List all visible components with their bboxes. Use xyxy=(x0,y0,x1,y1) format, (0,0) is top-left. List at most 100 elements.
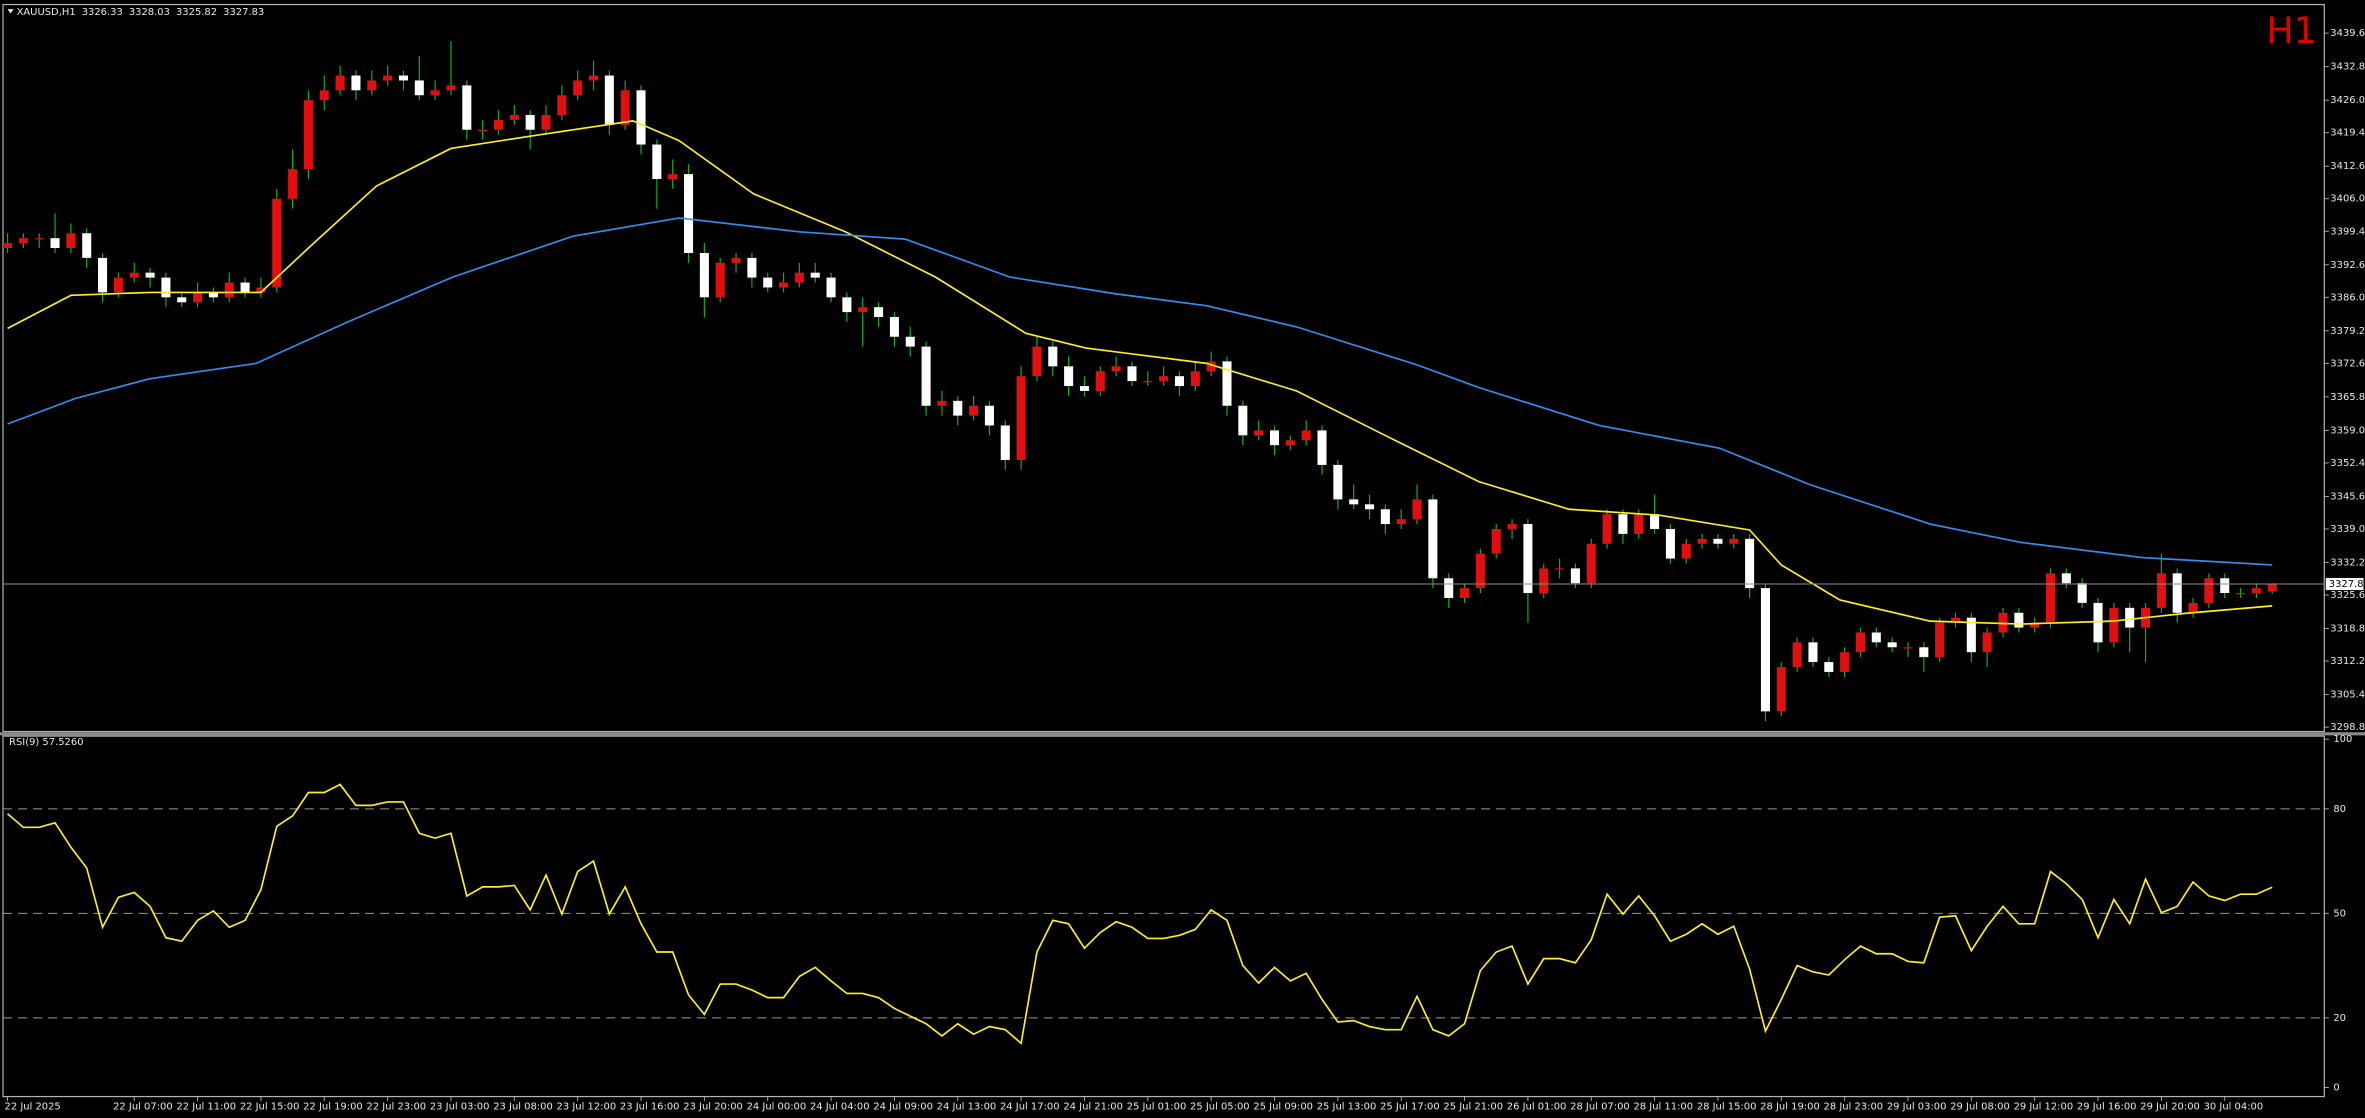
candle-body xyxy=(1507,524,1517,529)
candle-body xyxy=(1238,405,1248,436)
y-tick-label: 3399.40 xyxy=(2330,226,2365,237)
x-tick-label: 25 Jul 09:00 xyxy=(1253,1101,1313,1112)
x-tick-label: 24 Jul 13:00 xyxy=(937,1101,997,1112)
x-tick-label: 25 Jul 17:00 xyxy=(1380,1101,1440,1112)
candle-body xyxy=(398,75,408,81)
x-tick-label: 24 Jul 17:00 xyxy=(1000,1101,1060,1112)
rsi-tick-label: 80 xyxy=(2333,804,2346,815)
candle-body xyxy=(2030,622,2040,628)
candle-body xyxy=(921,346,931,406)
x-tick-label: 28 Jul 15:00 xyxy=(1697,1101,1757,1112)
candle-body xyxy=(1539,568,1549,594)
candle-body xyxy=(668,174,678,180)
y-tick-label: 3412.60 xyxy=(2330,161,2365,172)
candle-body xyxy=(557,95,567,115)
candle-body xyxy=(145,272,155,278)
candle-body xyxy=(1871,632,1881,643)
candle-body xyxy=(1903,647,1913,649)
candle-body xyxy=(2014,612,2024,628)
x-tick-label: 26 Jul 01:00 xyxy=(1507,1101,1567,1112)
candle-body xyxy=(1665,528,1675,559)
x-tick-label: 23 Jul 20:00 xyxy=(683,1101,743,1112)
x-tick-label: 29 Jul 03:00 xyxy=(1887,1101,1947,1112)
candle-body xyxy=(2077,583,2087,603)
candle-body xyxy=(1840,652,1850,672)
x-tick-label: 29 Jul 12:00 xyxy=(2014,1101,2074,1112)
candle-body xyxy=(1396,519,1406,525)
header-open: 3326.33 xyxy=(82,7,123,18)
candle-body xyxy=(699,252,709,298)
rsi-tick-label: 50 xyxy=(2333,908,2346,919)
x-tick-label: 25 Jul 01:00 xyxy=(1127,1101,1187,1112)
candle-body xyxy=(82,233,92,258)
candle-body xyxy=(604,75,614,125)
candle-body xyxy=(1174,376,1185,387)
timeframe-label: H1 xyxy=(2266,9,2316,52)
x-tick-label: 23 Jul 16:00 xyxy=(620,1101,680,1112)
candle-body xyxy=(1206,361,1216,372)
candle-body xyxy=(794,272,804,283)
candle-body xyxy=(779,282,789,288)
candle-body xyxy=(1729,538,1739,544)
candle-body xyxy=(2045,573,2056,623)
candle-body xyxy=(874,307,884,318)
y-tick-label: 3372.60 xyxy=(2330,358,2365,369)
candle-body xyxy=(1950,617,1961,623)
candle-body xyxy=(715,262,725,298)
candle-body xyxy=(2172,573,2182,613)
y-tick-label: 3439.60 xyxy=(2330,28,2365,39)
candle-body xyxy=(1444,578,1454,598)
candle-body xyxy=(272,198,282,288)
candle-body xyxy=(3,243,13,249)
symbol: XAUUSD,H1 xyxy=(17,7,76,18)
header-close: 3327.83 xyxy=(223,7,264,18)
candle-body xyxy=(1650,514,1660,529)
chart-header: XAUUSD,H1 3326.33 3328.03 3325.82 3327.83 xyxy=(17,7,265,18)
x-tick-label: 28 Jul 19:00 xyxy=(1760,1101,1820,1112)
candle-body xyxy=(953,400,963,416)
candle-body xyxy=(1808,642,1818,663)
candle-body xyxy=(842,297,852,313)
candle-body xyxy=(984,405,994,426)
candle-body xyxy=(1365,504,1375,510)
candle-body xyxy=(1000,425,1010,460)
x-tick-label: 24 Jul 00:00 xyxy=(747,1101,807,1112)
candle-body xyxy=(34,238,44,240)
candle-body xyxy=(1159,376,1169,382)
candle-body xyxy=(1095,371,1105,391)
y-tick-label: 3386.00 xyxy=(2330,292,2365,303)
x-tick-label: 25 Jul 05:00 xyxy=(1190,1101,1250,1112)
candle-body xyxy=(826,277,836,298)
candle-body xyxy=(2093,602,2103,643)
candle-body xyxy=(2188,602,2198,613)
x-tick-label: 25 Jul 21:00 xyxy=(1443,1101,1503,1112)
candle-body xyxy=(319,90,329,101)
candle-body xyxy=(208,292,218,298)
candle-body xyxy=(2220,578,2230,594)
y-tick-label: 3432.80 xyxy=(2330,62,2365,73)
x-tick-label: 22 Jul 19:00 xyxy=(303,1101,363,1112)
candle-body xyxy=(383,75,393,81)
candle-body xyxy=(2236,593,2246,595)
candle-body xyxy=(858,307,868,313)
candle-body xyxy=(1713,538,1723,544)
candle-body xyxy=(1475,553,1485,589)
x-tick-label: 24 Jul 21:00 xyxy=(1063,1101,1123,1112)
candle-body xyxy=(1111,366,1121,372)
y-tick-label: 3365.80 xyxy=(2330,392,2365,403)
candle-body xyxy=(747,257,757,278)
candle-body xyxy=(1681,543,1691,559)
y-tick-label: 3298.80 xyxy=(2330,722,2365,733)
candle-body xyxy=(50,238,60,249)
candle-body xyxy=(684,174,694,253)
candle-body xyxy=(2251,588,2261,594)
candle-body xyxy=(462,85,472,130)
y-tick-label: 3352.40 xyxy=(2330,458,2365,469)
candle-body xyxy=(446,85,456,91)
y-tick-label: 3392.60 xyxy=(2330,260,2365,271)
candle-body xyxy=(1491,528,1501,554)
y-tick-label: 3419.40 xyxy=(2330,128,2365,139)
candle-body xyxy=(18,238,28,244)
y-tick-label: 3305.40 xyxy=(2330,690,2365,701)
